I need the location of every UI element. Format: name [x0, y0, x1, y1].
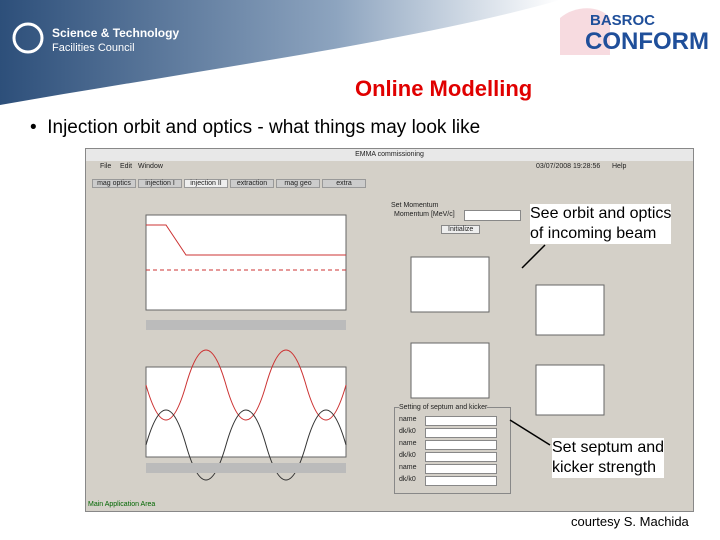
logo-text: CONFORM: [585, 28, 709, 55]
input-field[interactable]: [425, 464, 497, 474]
bullet: • Injection orbit and optics - what thin…: [30, 117, 481, 138]
row-label: dk/k0: [399, 428, 416, 435]
menu-item[interactable]: Window: [138, 163, 163, 170]
row-label: dk/k0: [399, 452, 416, 459]
input-field[interactable]: [425, 428, 497, 438]
org-name: Science & Technology: [52, 26, 180, 40]
panel-title: Setting of septum and kicker: [399, 404, 488, 411]
tab[interactable]: mag geo: [276, 179, 320, 188]
row-label: name: [399, 416, 417, 423]
input-field[interactable]: [425, 452, 497, 462]
conform-logo-bg: [560, 8, 610, 55]
input-field[interactable]: [425, 416, 497, 426]
tab[interactable]: mag optics: [92, 179, 136, 188]
plot-frame: [145, 214, 347, 311]
field-label: Momentum [MeV/c]: [394, 211, 455, 218]
plot-line: [145, 409, 347, 481]
row-label: name: [399, 440, 417, 447]
annotation-line: Set septum and: [552, 439, 665, 456]
text-input[interactable]: [464, 210, 521, 221]
annotation: See orbit and optics of incoming beam: [530, 204, 672, 244]
annotation-line: kicker strength: [552, 459, 657, 476]
input-field[interactable]: [425, 476, 497, 486]
tab[interactable]: extraction: [230, 179, 274, 188]
menu-item[interactable]: Help: [612, 163, 627, 170]
plots: [145, 214, 605, 481]
tab[interactable]: injection I: [138, 179, 182, 188]
row-label: name: [399, 464, 417, 471]
panel-title: Set Momentum: [391, 202, 439, 209]
org-name: Facilities Council: [52, 42, 135, 54]
menu-item[interactable]: File: [100, 163, 112, 170]
annotation: Set septum and kicker strength: [552, 438, 665, 478]
credit: courtesy S. Machida: [571, 514, 689, 529]
banner-swoosh: [0, 0, 560, 105]
logo-text: BASROC: [590, 12, 656, 29]
button[interactable]: Initialize: [441, 225, 481, 234]
annotation-line: See orbit and optics: [530, 205, 672, 222]
window-title: EMMA commissioning: [86, 149, 693, 161]
row-label: dk/k0: [399, 476, 416, 483]
plot-frame: [145, 366, 347, 458]
plot-small: [410, 256, 605, 416]
menu-item[interactable]: Edit: [120, 163, 133, 170]
lattice-bar: [146, 463, 346, 473]
plot-line: [145, 349, 347, 421]
septum-panel: Setting of septum and kicker name dk/k0 na…: [394, 404, 511, 494]
lattice-bar: [146, 320, 346, 330]
status-bar: Main Application Area: [88, 501, 156, 508]
org-logo: [12, 22, 44, 54]
input-field[interactable]: [425, 440, 497, 450]
tab[interactable]: extra: [322, 179, 366, 188]
annotation-line: of incoming beam: [530, 225, 657, 242]
tab[interactable]: injection II: [184, 179, 228, 188]
slide-title: Online Modelling: [355, 76, 533, 101]
plot-line: [146, 224, 346, 256]
bullet-text: Injection orbit and optics - what things…: [47, 117, 481, 138]
timestamp: 03/07/2008 19:28:56: [536, 163, 601, 170]
header-banner: [0, 0, 610, 105]
